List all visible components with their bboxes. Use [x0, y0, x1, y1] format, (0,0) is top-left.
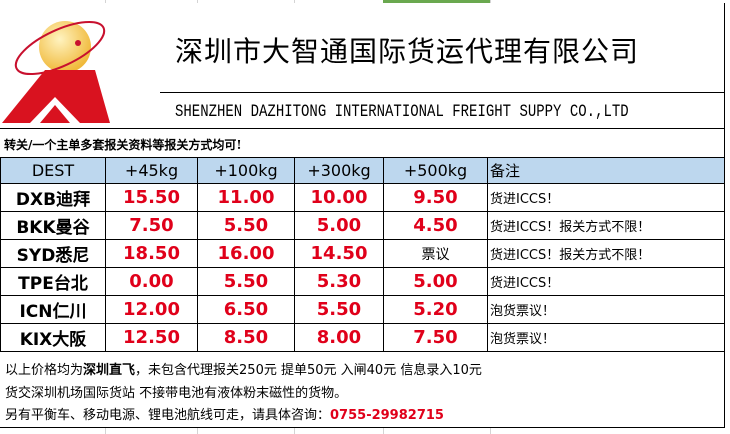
- remark-cell: 货进ICCS！: [487, 183, 725, 212]
- price-cell: 4.50: [383, 211, 488, 240]
- remark-cell: 货进ICCS！: [487, 267, 725, 296]
- price-cell: 16.00: [197, 239, 295, 268]
- price-cell: 8.00: [294, 323, 384, 352]
- selected-cell-indicator: [383, 0, 490, 3]
- column-header: +500kg: [383, 157, 488, 184]
- price-cell: 7.50: [105, 211, 198, 240]
- price-cell: 5.50: [294, 295, 384, 324]
- table-row: KIX大阪 12.50 8.50 8.00 7.50 泡货票议！: [0, 323, 725, 352]
- column-header: +45kg: [105, 157, 198, 184]
- table-row: TPE台北 0.00 5.50 5.30 5.00 货进ICCS！: [0, 267, 725, 296]
- footer-line-1: 以上价格均为深圳直飞，未包含代理报关250元 提单50元 入闸40元 信息录入1…: [5, 359, 482, 378]
- phone-number: 0755-29982715: [330, 408, 444, 423]
- table-row: BKK曼谷 7.50 5.50 5.00 4.50 货进ICCS！报关方式不限！: [0, 211, 725, 240]
- price-cell: 12.00: [105, 295, 198, 324]
- footer-line-3: 另有平衡车、移动电源、锂电池航线可走，请具体咨询：0755-29982715: [5, 404, 444, 423]
- footer-text: 另有平衡车、移动电源、锂电池航线可走，请具体咨询：: [5, 408, 331, 423]
- column-header: 备注: [487, 157, 725, 184]
- price-cell: 18.50: [105, 239, 198, 268]
- column-header: +300kg: [294, 157, 384, 184]
- footer-line-2: 货交深圳机场国际货站 不接带电池有液体粉末磁性的货物。: [5, 386, 348, 401]
- table-row: DXB迪拜 15.50 11.00 10.00 9.50 货进ICCS！: [0, 183, 725, 212]
- remark-cell: 货进ICCS！报关方式不限！: [487, 211, 725, 240]
- company-name-en: SHENZHEN DAZHITONG INTERNATIONAL FREIGHT…: [175, 102, 629, 122]
- price-cell: 9.50: [383, 183, 488, 212]
- footer-highlight: 深圳直飞: [83, 363, 136, 378]
- remark-cell: 泡货票议！: [487, 323, 725, 352]
- divider: [0, 128, 725, 129]
- dest-cell: BKK曼谷: [0, 211, 106, 240]
- price-cell: 票议: [383, 239, 488, 268]
- remark-cell: 货进ICCS！报关方式不限！: [487, 239, 725, 268]
- price-cell: 8.50: [197, 323, 295, 352]
- column-header: +100kg: [197, 157, 295, 184]
- price-cell: 5.50: [197, 267, 295, 296]
- company-name-cn: 深圳市大智通国际货运代理有限公司: [175, 35, 640, 68]
- table-header-row: DEST +45kg +100kg +300kg +500kg 备注: [0, 157, 725, 184]
- dest-cell: ICN仁川: [0, 295, 106, 324]
- column-header: DEST: [0, 157, 106, 184]
- dest-cell: TPE台北: [0, 267, 106, 296]
- price-cell: 15.50: [105, 183, 198, 212]
- footer-text: 以上价格均为: [5, 363, 84, 378]
- table-row: SYD悉尼 18.50 16.00 14.50 票议 货进ICCS！报关方式不限！: [0, 239, 725, 268]
- price-cell: 0.00: [105, 267, 198, 296]
- price-cell: 5.00: [383, 267, 488, 296]
- price-cell: 5.20: [383, 295, 488, 324]
- price-cell: 7.50: [383, 323, 488, 352]
- dest-cell: DXB迪拜: [0, 183, 106, 212]
- price-cell: 11.00: [197, 183, 295, 212]
- remark-cell: 泡货票议！: [487, 295, 725, 324]
- divider: [160, 92, 725, 93]
- price-cell: 5.30: [294, 267, 384, 296]
- price-cell: 12.50: [105, 323, 198, 352]
- table-row: ICN仁川 12.00 6.50 5.50 5.20 泡货票议！: [0, 295, 725, 324]
- dest-cell: SYD悉尼: [0, 239, 106, 268]
- price-cell: 6.50: [197, 295, 295, 324]
- price-cell: 5.50: [197, 211, 295, 240]
- rate-table: DEST +45kg +100kg +300kg +500kg 备注 DXB迪拜…: [0, 157, 725, 352]
- company-logo-icon: [2, 20, 110, 123]
- price-cell: 5.00: [294, 211, 384, 240]
- dest-cell: KIX大阪: [0, 323, 106, 352]
- price-cell: 10.00: [294, 183, 384, 212]
- footer-text: ，未包含代理报关250元 提单50元 入闸40元 信息录入10元: [135, 363, 482, 378]
- customs-note: 转关/一个主单多套报关资料等报关方式均可!: [4, 138, 242, 152]
- price-cell: 14.50: [294, 239, 384, 268]
